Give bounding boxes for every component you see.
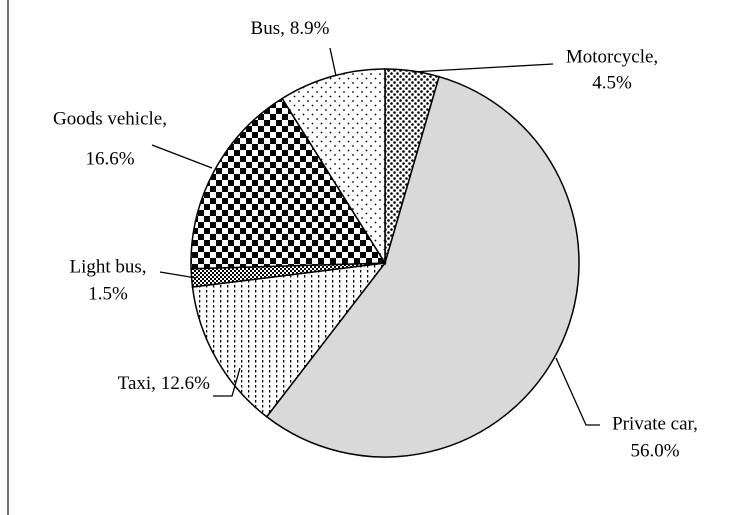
- value-label: 16.6%: [85, 148, 134, 169]
- leader-line: [555, 357, 600, 426]
- category-label: Taxi,: [118, 373, 156, 394]
- leader-line: [329, 47, 337, 77]
- value-label: 4.5%: [592, 72, 632, 93]
- leader-line: [151, 144, 213, 169]
- slice-label: Taxi, 12.6%: [118, 373, 211, 394]
- category-label: Goods vehicle,: [53, 108, 167, 129]
- leader-line: [159, 271, 197, 279]
- value-label: 1.5%: [88, 283, 128, 304]
- category-label: Private car,: [612, 413, 698, 434]
- value-label: 8.9%: [290, 18, 330, 39]
- pie-slice: [191, 262, 387, 418]
- pie-slice: [265, 75, 580, 458]
- pie-slice: [190, 97, 387, 270]
- category-label: Light bus,: [69, 256, 146, 277]
- value-label: 12.6%: [161, 373, 210, 394]
- leader-line: [411, 63, 554, 73]
- slice-label: Bus, 8.9%: [251, 18, 330, 39]
- frame: [7, 0, 9, 515]
- category-label: Bus,: [251, 18, 285, 39]
- leader-line: [213, 367, 241, 397]
- pie-slice: [281, 68, 386, 266]
- category-label: Motorcycle,: [566, 46, 658, 67]
- value-label: 56.0%: [630, 440, 679, 461]
